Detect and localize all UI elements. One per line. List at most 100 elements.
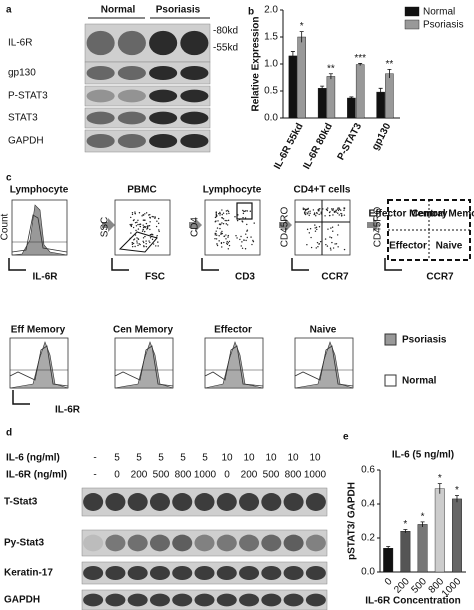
- x-tick-label: 200: [392, 576, 412, 596]
- dot: [236, 237, 238, 239]
- dot: [151, 238, 154, 241]
- row-label: GAPDH: [4, 595, 40, 606]
- dot: [328, 214, 331, 217]
- lane-label: 10: [221, 453, 233, 464]
- dot: [214, 221, 216, 223]
- histogram: [294, 341, 354, 389]
- dot: [329, 211, 331, 213]
- legend-label: Psoriasis: [423, 20, 464, 31]
- lane-label: 5: [114, 453, 120, 464]
- dot: [340, 209, 342, 211]
- dot: [312, 209, 315, 211]
- dot: [343, 207, 346, 210]
- dot: [240, 245, 242, 247]
- bar: [297, 36, 306, 119]
- blot-band: [86, 89, 115, 103]
- dot: [133, 239, 135, 241]
- row-label: IL-6 (ng/ml): [6, 453, 60, 464]
- dot: [141, 230, 144, 232]
- panel-label: e: [343, 432, 349, 443]
- histogram: [204, 341, 264, 389]
- dot: [132, 242, 135, 245]
- dot: [145, 243, 147, 245]
- dot: [226, 243, 229, 246]
- y-tick-label: 2.0: [264, 5, 278, 16]
- dot: [244, 248, 247, 250]
- dot: [215, 238, 218, 240]
- dot: [242, 216, 244, 219]
- blot-band: [149, 30, 178, 56]
- dot: [239, 238, 241, 241]
- blot-band: [149, 133, 178, 149]
- row-label: IL-6R (ng/ml): [6, 470, 67, 481]
- dot: [144, 226, 146, 229]
- error-bar: [386, 546, 391, 550]
- axis-arrow: [12, 390, 30, 405]
- dot: [217, 220, 219, 222]
- blot-band: [86, 30, 115, 56]
- dot: [337, 224, 340, 226]
- blot-band: [127, 565, 148, 581]
- dot: [251, 243, 253, 246]
- dot: [145, 240, 147, 242]
- bar: [400, 531, 411, 573]
- dot: [319, 240, 322, 243]
- blot-band: [127, 593, 148, 607]
- dot: [333, 211, 336, 213]
- dot: [331, 226, 334, 228]
- dot: [221, 246, 223, 248]
- plot-title: Naive: [310, 325, 337, 336]
- dot: [310, 236, 312, 239]
- dot: [218, 212, 220, 215]
- significance: *: [438, 473, 442, 484]
- axis-arrow: [111, 258, 129, 271]
- dot: [218, 223, 221, 225]
- dot: [315, 215, 317, 217]
- dot: [139, 223, 141, 226]
- dot: [335, 243, 338, 245]
- blot-band: [105, 565, 126, 581]
- histogram: [9, 341, 69, 389]
- dot: [334, 243, 336, 245]
- bar: [434, 488, 445, 573]
- error-bar: [454, 495, 459, 503]
- dot: [131, 242, 134, 244]
- dot: [221, 209, 223, 211]
- dot: [225, 210, 228, 212]
- dot: [252, 240, 255, 243]
- histogram: [114, 341, 174, 389]
- dot: [338, 214, 340, 216]
- bar: [376, 91, 385, 119]
- dot: [216, 243, 218, 245]
- dot: [337, 212, 339, 214]
- blot-band: [283, 493, 304, 511]
- dot: [332, 214, 334, 216]
- bar: [288, 55, 298, 119]
- lane-label: -: [93, 470, 96, 481]
- dot: [330, 249, 332, 251]
- blot-band: [194, 565, 215, 581]
- dot: [305, 208, 308, 211]
- dot: [227, 248, 230, 250]
- dot: [316, 228, 318, 231]
- error-bar: [290, 51, 295, 61]
- blot-band: [117, 30, 146, 56]
- dot: [244, 210, 246, 213]
- dot: [221, 232, 223, 235]
- lane-label: 0: [224, 470, 230, 481]
- dot: [222, 218, 225, 220]
- dot: [144, 213, 146, 215]
- dot: [240, 235, 242, 238]
- dot: [134, 212, 136, 215]
- blot-band: [86, 111, 115, 125]
- flow-arrow: [279, 218, 292, 232]
- y-axis-label: pSTAT3/ GAPDH: [347, 482, 358, 560]
- dot: [136, 242, 138, 244]
- dot: [324, 238, 327, 240]
- axis-label: Count: [0, 213, 11, 240]
- error-bar: [378, 87, 383, 96]
- error-bar: [387, 69, 392, 79]
- dot: [250, 236, 252, 238]
- y-tick-label: 0.0: [361, 567, 375, 578]
- dot: [332, 209, 334, 211]
